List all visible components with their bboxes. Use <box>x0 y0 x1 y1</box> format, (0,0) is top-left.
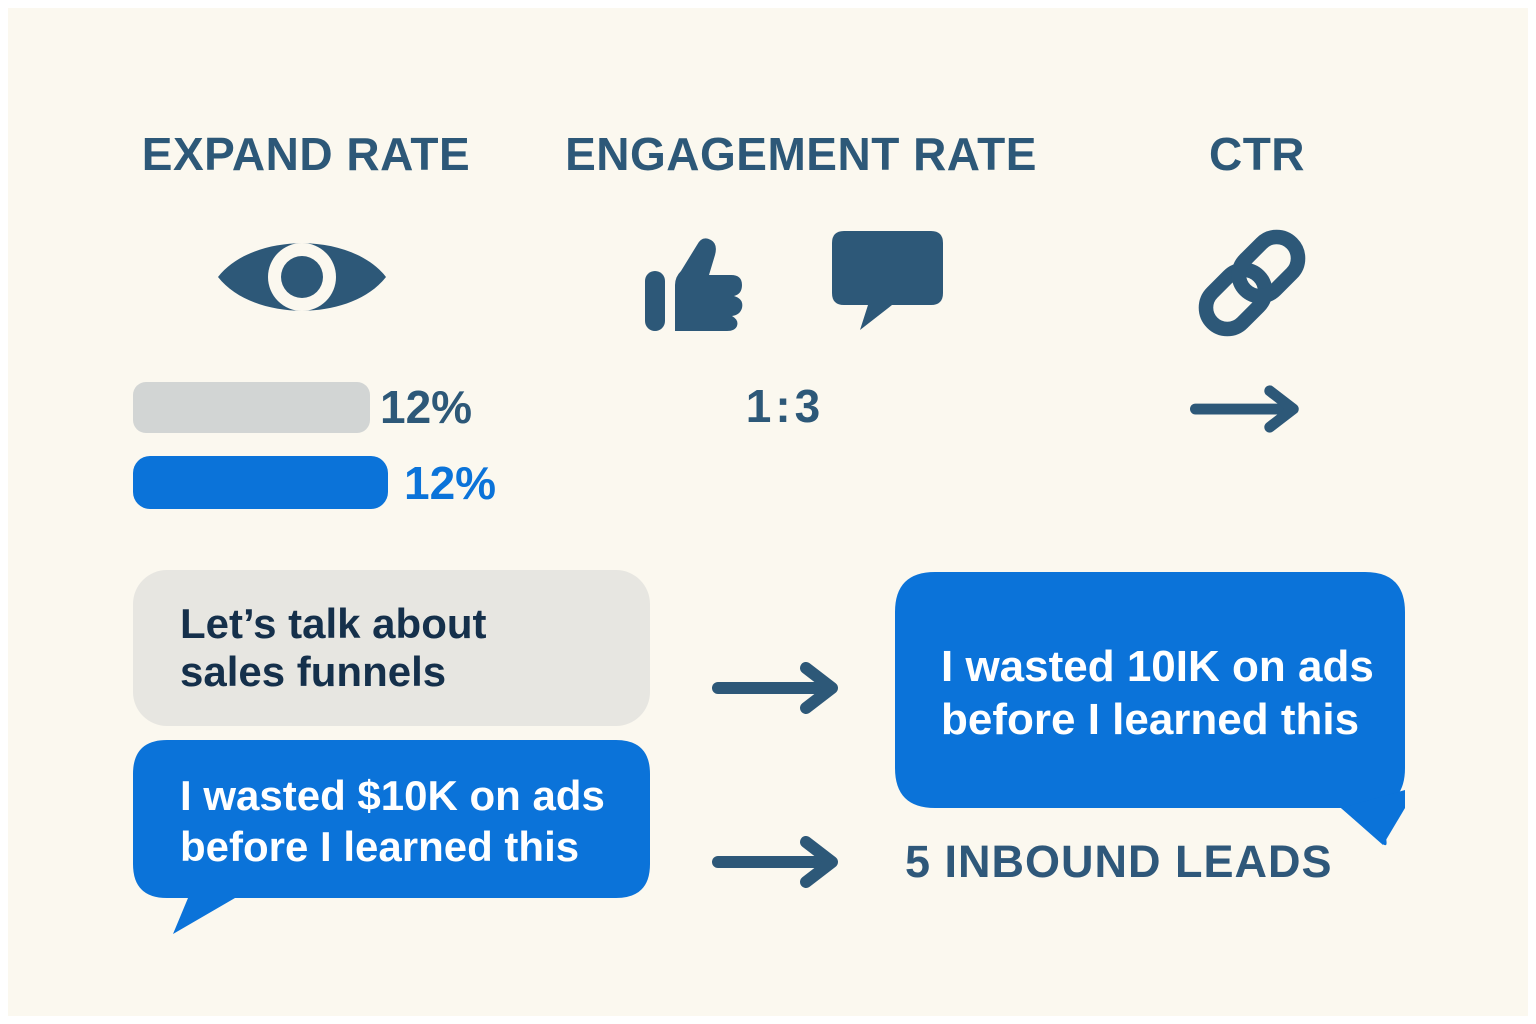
thumbs-up-icon <box>643 230 747 332</box>
sent-message-bubble: I wasted $10K on ads before I learned th… <box>133 740 650 936</box>
link-icon <box>1188 216 1316 350</box>
engagement-rate-title: ENGAGEMENT RATE <box>565 128 1037 180</box>
outcome-label: 5 INBOUND LEADS <box>905 836 1333 887</box>
flow-arrow-right-icon-bottom <box>712 836 840 888</box>
received-message-bubble: Let’s talk about sales funnels <box>133 570 650 726</box>
expand-rate-gray-value: 12% <box>380 381 473 433</box>
received-message-line2: sales funnels <box>180 648 447 695</box>
ctr-title: CTR <box>1208 128 1306 180</box>
eye-icon <box>215 222 389 332</box>
expand-rate-blue-value: 12% <box>404 457 497 509</box>
ctr-arrow-right-icon <box>1190 383 1306 435</box>
engagement-ratio-value: 1:3 <box>745 380 825 432</box>
comment-icon <box>832 230 943 332</box>
received-message-line1: Let’s talk about <box>180 600 487 647</box>
expand-rate-bar-gray <box>133 382 370 433</box>
reply-message-bubble: I wasted 10IK on ads before I learned th… <box>895 572 1407 848</box>
flow-arrow-right-icon-top <box>712 662 840 714</box>
reply-message-line1: I wasted 10IK on ads <box>941 642 1374 691</box>
expand-rate-bar-blue <box>133 456 388 509</box>
reply-message-line2: before I learned this <box>941 695 1360 744</box>
sent-message-line2: before I learned this <box>180 823 580 870</box>
sent-message-line1: I wasted $10K on ads <box>180 772 605 819</box>
expand-rate-title: EXPAND RATE <box>141 128 471 180</box>
